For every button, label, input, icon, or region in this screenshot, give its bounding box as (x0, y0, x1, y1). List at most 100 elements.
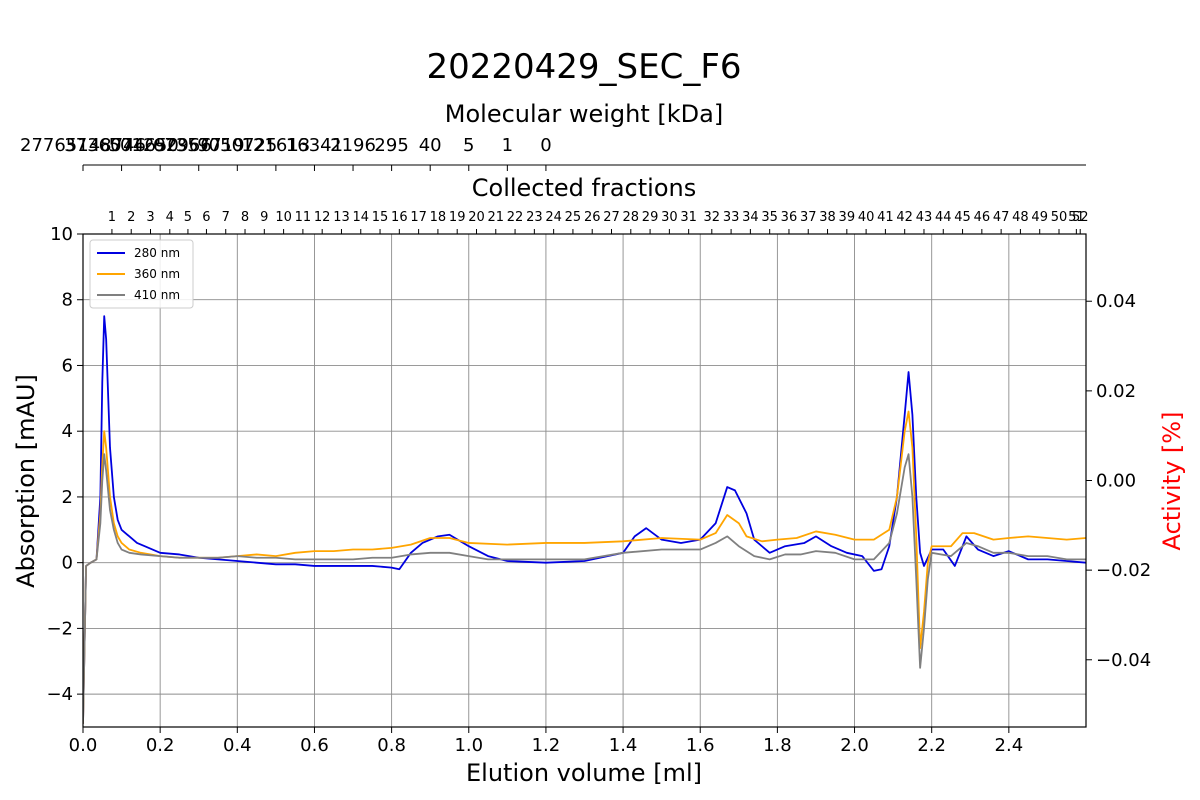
fraction-tick-label-30: 31 (680, 210, 697, 225)
fraction-tick-label-15: 16 (391, 210, 408, 225)
y-tick-label-4: 4 (62, 421, 73, 442)
x-tick-label-11: 2.2 (917, 735, 946, 756)
fraction-tick-label-45: 46 (974, 210, 991, 225)
x-tick-label-5: 1.0 (454, 735, 483, 756)
mw-tick-label-2: 501292966 (109, 135, 212, 156)
fraction-tick-label-35: 36 (781, 210, 798, 225)
y-tick-label-3: 2 (62, 487, 73, 508)
fraction-tick-label-12: 13 (333, 210, 350, 225)
x-tick-label-0: 0.0 (69, 735, 98, 756)
fraction-tick-label-21: 22 (507, 210, 524, 225)
fraction-tick-label-50: 51 (1068, 210, 1085, 225)
x-tick-label-6: 1.2 (532, 735, 561, 756)
x-tick-label-3: 0.6 (300, 735, 329, 756)
fraction-tick-label-49: 50 (1051, 210, 1068, 225)
fraction-tick-label-3: 4 (166, 210, 174, 225)
mw-tick-label-10: 5 (463, 135, 474, 156)
x-tick-label-1: 0.2 (146, 735, 175, 756)
fraction-tick-label-4: 5 (184, 210, 192, 225)
fraction-tick-label-44: 45 (954, 210, 971, 225)
x-tick-label-12: 2.4 (995, 735, 1024, 756)
fraction-tick-label-23: 24 (545, 210, 562, 225)
y-tick-label-2: 0 (62, 553, 73, 574)
y-axis: −4 −2 0 2 4 6 8 10 (46, 224, 83, 705)
series-line-360-nm (83, 410, 1086, 724)
fraction-axis-label: Collected fractions (472, 174, 696, 202)
fraction-tick-label-38: 39 (839, 210, 856, 225)
legend-box (89, 239, 194, 309)
y2-axis-label: Activity [%] (1158, 412, 1186, 551)
grid-lines (83, 234, 1086, 727)
x-tick-label-2: 0.4 (223, 735, 252, 756)
y2-tick-label-0: −0.04 (1096, 650, 1151, 671)
fraction-tick-label-2: 3 (146, 210, 154, 225)
fraction-tick-label-5: 6 (202, 210, 210, 225)
mw-tick-label-12: 0 (540, 135, 551, 156)
fraction-tick-label-37: 38 (819, 210, 836, 225)
fraction-tick-label-41: 42 (896, 210, 913, 225)
legend-label-1: 360 nm (134, 267, 180, 281)
fraction-tick-label-40: 41 (877, 210, 894, 225)
fraction-tick-label-14: 15 (372, 210, 389, 225)
fraction-tick-label-17: 18 (430, 210, 447, 225)
series-line-280-nm (83, 315, 1086, 724)
legend: 280 nm 360 nm 410 nm (89, 239, 194, 309)
series-line-410-nm (83, 453, 1086, 724)
fraction-tick-label-42: 43 (916, 210, 933, 225)
fraction-tick-label-27: 28 (623, 210, 640, 225)
y2-axis: −0.04 −0.02 0.00 0.02 0.04 (1086, 291, 1151, 671)
series-layer (83, 315, 1086, 724)
mw-axis-label: Molecular weight [kDa] (445, 100, 723, 128)
y2-tick-label-2: 0.00 (1096, 471, 1136, 492)
fraction-tick-label-39: 40 (858, 210, 875, 225)
mw-tick-label-4: 9050725 (197, 135, 277, 156)
fraction-tick-label-13: 14 (352, 210, 369, 225)
x-tick-label-9: 1.8 (763, 735, 792, 756)
x-axis: 0.0 0.2 0.4 0.6 0.8 1.0 1.2 1.4 1.6 1.8 2.0 2.2 2.4 (69, 727, 1023, 756)
fraction-tick-label-33: 34 (742, 210, 759, 225)
mw-tick-label-1: 3736074650 (64, 135, 179, 156)
y-tick-label-7: 10 (50, 224, 73, 245)
fraction-tick-label-34: 35 (761, 210, 778, 225)
fraction-tick-label-46: 47 (993, 210, 1010, 225)
mw-tick-label-8: 295 (374, 135, 408, 156)
mw-tick-label-11: 1 (502, 135, 513, 156)
fraction-tick-label-28: 29 (642, 210, 659, 225)
fraction-tick-label-22: 23 (526, 210, 543, 225)
plot-frame (82, 233, 1087, 728)
fraction-tick-label-48: 49 (1031, 210, 1048, 225)
fraction-axis: 1 2 3 4 5 6 7 8 9 10 11 12 13 14 15 16 17 18 19 20 21 22 23 24 2… (108, 210, 1088, 234)
fraction-tick-label-9: 10 (275, 210, 292, 225)
fraction-tick-label-16: 17 (410, 210, 427, 225)
fraction-tick-label-32: 33 (723, 210, 740, 225)
x-tick-label-10: 2.0 (840, 735, 869, 756)
y2-tick-label-3: 0.02 (1096, 381, 1136, 402)
fraction-tick-label-36: 37 (800, 210, 817, 225)
fraction-tick-label-20: 21 (487, 210, 504, 225)
fraction-tick-label-8: 9 (260, 210, 268, 225)
y2-tick-label-4: 0.04 (1096, 291, 1136, 312)
mw-tick-label-6: 16341 (286, 135, 343, 156)
fraction-tick-label-6: 7 (222, 210, 230, 225)
fraction-tick-label-0: 1 (108, 210, 116, 225)
y2-tick-label-1: −0.02 (1096, 560, 1151, 581)
legend-label-2: 410 nm (134, 288, 180, 302)
fraction-tick-label-47: 48 (1012, 210, 1029, 225)
fraction-tick-label-19: 20 (468, 210, 485, 225)
fraction-tick-label-26: 27 (603, 210, 620, 225)
mw-tick-label-5: 121613 (242, 135, 311, 156)
y-tick-label-0: −4 (46, 684, 73, 705)
y-tick-label-1: −2 (46, 618, 73, 639)
legend-label-0: 280 nm (134, 246, 180, 260)
y-tick-label-5: 6 (62, 355, 73, 376)
chart-title: 20220429_SEC_F6 (426, 47, 741, 87)
mw-tick-label-7: 2196 (330, 135, 376, 156)
y-tick-label-6: 8 (62, 290, 73, 311)
x-tick-label-4: 0.8 (377, 735, 406, 756)
fraction-tick-label-25: 26 (584, 210, 601, 225)
mw-tick-label-3: 67357719 (153, 135, 245, 156)
x-tick-label-7: 1.4 (609, 735, 638, 756)
x-tick-label-8: 1.6 (686, 735, 715, 756)
